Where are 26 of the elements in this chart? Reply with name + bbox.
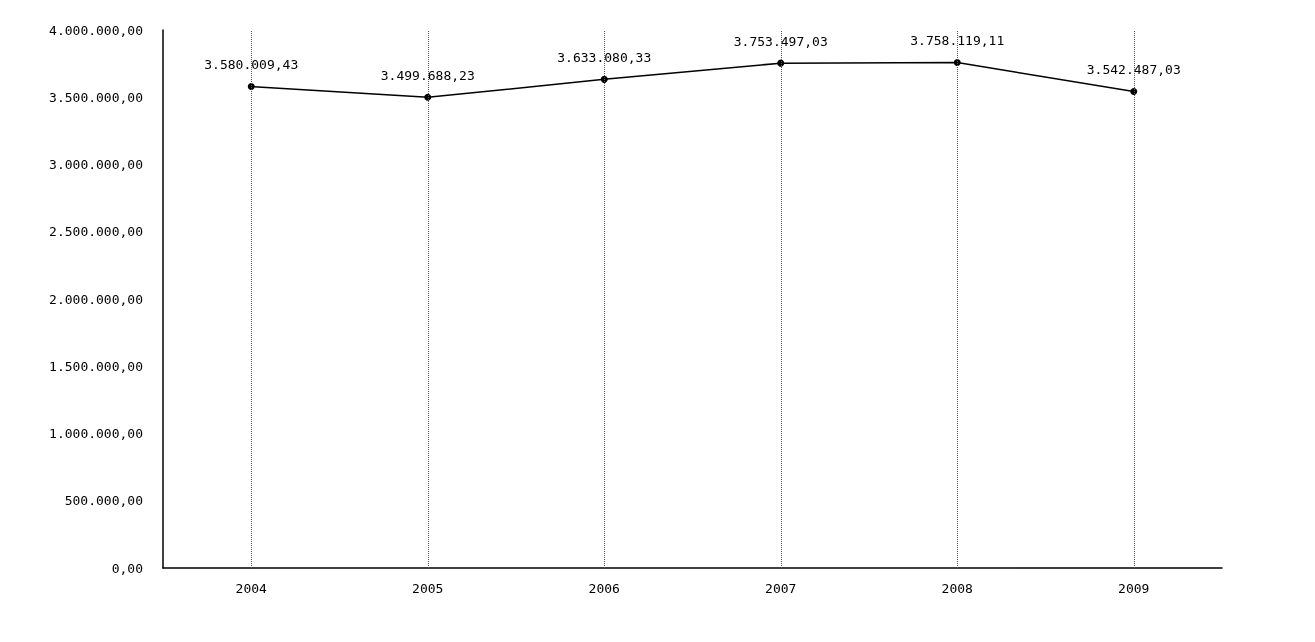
y-tick-label: 4.000.000,00 — [49, 22, 143, 38]
y-tick-label: 1.000.000,00 — [49, 426, 143, 441]
point — [424, 93, 432, 101]
x-tick-label: 2008 — [941, 581, 973, 596]
point — [247, 82, 255, 90]
data-label: 3.753.497,03 — [733, 33, 828, 49]
y-tick-label: 3.000.000,00 — [49, 157, 143, 172]
data-label: 3.542.487,03 — [1086, 62, 1181, 78]
data-label: 3.499.688,23 — [380, 67, 475, 83]
y-tick-label: 2.000.000,00 — [49, 291, 143, 307]
point — [1130, 88, 1138, 96]
data-label: 3.758.119,11 — [910, 33, 1005, 49]
data-label: 3.580.009,43 — [204, 56, 299, 72]
y-tick-label: 1.500.000,00 — [49, 358, 143, 374]
point — [600, 75, 608, 83]
y-tick-label: 500.000,00 — [64, 493, 143, 509]
data-label: 3.633.080,33 — [557, 49, 652, 65]
x-tick-label: 2004 — [235, 581, 268, 596]
point — [953, 59, 961, 67]
x-tick-label: 2009 — [1118, 581, 1150, 596]
y-tick-label: 3.500.000,00 — [49, 89, 143, 105]
x-tick-label: 2007 — [765, 581, 797, 596]
x-tick-label: 2005 — [412, 581, 444, 596]
y-tick-label: 0,00 — [111, 560, 143, 576]
x-tick-label: 2006 — [588, 581, 620, 596]
y-tick-label: 2.500.000,00 — [49, 224, 143, 240]
